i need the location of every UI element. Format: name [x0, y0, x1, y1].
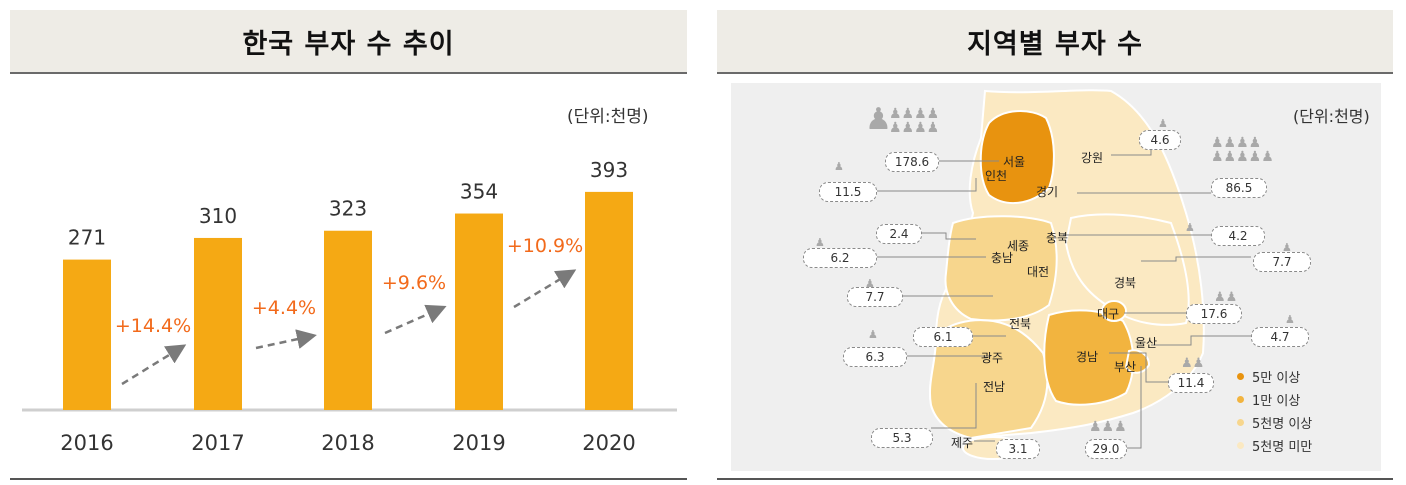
value-callout-sejong: 2.4: [876, 224, 922, 244]
person-icon-gyeongbuk: ♟: [1282, 241, 1292, 254]
value-callout-seoul: 178.6: [885, 152, 939, 172]
growth-rate-label: +14.4%: [115, 315, 191, 337]
region-daegu: [1101, 300, 1127, 322]
value-callout-jeonnam: 5.3: [871, 428, 933, 448]
region-label-chungnam: 충남: [991, 251, 1014, 265]
region-label-gangwon: 강원: [1081, 151, 1104, 165]
value-callout-gyeonggi: 86.5: [1211, 178, 1267, 198]
x-tick-label: 2017: [191, 431, 244, 455]
value-callout-jeju: 3.1: [996, 439, 1040, 459]
left-panel: 한국 부자 수 추이 (단위:천명) 271 2016 310 2017 323 2018…: [10, 10, 687, 480]
growth-rate-label: +9.6%: [382, 272, 446, 294]
people-icon-group-gyeonggi: ♟♟♟♟ ♟♟♟♟♟: [1211, 135, 1274, 165]
x-tick-label: 2020: [582, 431, 635, 455]
person-icon-incheon: ♟: [834, 160, 844, 173]
bar: [455, 213, 503, 410]
bar-value-label: 323: [329, 197, 367, 221]
region-label-gyeongnam: 경남: [1076, 350, 1099, 364]
region-chungnam: [944, 215, 1058, 322]
value-callout-ulsan: 4.7: [1251, 327, 1309, 347]
left-panel-title: 한국 부자 수 추이: [10, 10, 687, 74]
right-panel-title: 지역별 부자 수: [717, 10, 1393, 74]
people-icon-gyeongnam: ♟♟: [1181, 356, 1205, 371]
right-panel: 지역별 부자 수: [717, 10, 1393, 480]
legend-swatch: [1237, 373, 1244, 380]
legend-swatch: [1237, 442, 1244, 449]
left-unit-label: (단위:천명): [567, 107, 649, 127]
person-icon-ulsan: ♟: [1285, 313, 1295, 326]
growth-rate-label: +4.4%: [252, 297, 316, 319]
region-label-jeonbuk: 전북: [1009, 317, 1032, 331]
legend-item-5k: 5천명 이상: [1237, 413, 1312, 432]
legend-label: 5만 이상: [1252, 371, 1301, 386]
region-label-busan: 부산: [1114, 360, 1137, 374]
person-icon-chungbuk: ♟: [1185, 221, 1195, 234]
legend-swatch: [1237, 396, 1244, 403]
region-label-sejong: 세종: [1007, 239, 1030, 253]
value-callout-gyeongbuk: 7.7: [1253, 252, 1311, 272]
person-icon-chungnam: ♟: [815, 236, 825, 249]
region-busan: [1124, 349, 1151, 374]
region-label-daegu: 대구: [1097, 307, 1120, 321]
korea-map-graphic: [876, 89, 1251, 460]
bar: [194, 237, 242, 410]
right-bottom-rule: [717, 478, 1393, 480]
bar: [585, 191, 633, 410]
region-label-ulsan: 울산: [1135, 336, 1158, 350]
legend-label: 5천명 미만: [1252, 440, 1313, 455]
growth-arrow: [255, 329, 317, 350]
region-label-incheon: 인천: [985, 169, 1008, 183]
left-bottom-rule: [10, 478, 687, 480]
region-label-gyeonggi: 경기: [1036, 185, 1059, 199]
region-label-daejeon: 대전: [1027, 265, 1050, 279]
growth-arrow: [384, 304, 447, 335]
person-icon-gwangju: ♟: [868, 328, 878, 341]
value-callout-gangwon: 4.6: [1139, 130, 1181, 150]
growth-arrow: [513, 269, 577, 309]
value-callout-chungnam: 6.2: [803, 248, 877, 268]
bar-value-label: 271: [68, 226, 106, 250]
growth-rate-label: +10.9%: [507, 235, 583, 257]
people-icon-daegu: ♟♟: [1214, 290, 1238, 305]
region-label-chungbuk: 충북: [1046, 231, 1069, 245]
person-icon-large: ♟: [865, 102, 892, 137]
value-callout-daejeon: 7.7: [847, 287, 903, 307]
region-label-jeju: 제주: [951, 436, 974, 450]
x-tick-label: 2019: [452, 431, 505, 455]
x-tick-label: 2018: [321, 431, 374, 455]
value-callout-jeonbuk: 6.1: [913, 327, 973, 347]
legend-item-under-5k: 5천명 미만: [1237, 436, 1312, 455]
person-icon-daejeon: ♟: [865, 277, 875, 290]
value-callout-incheon: 11.5: [819, 182, 877, 202]
right-unit-label: (단위:천명): [1293, 107, 1370, 126]
growth-arrow: [121, 344, 187, 386]
bar-value-label: 310: [199, 204, 237, 228]
value-callout-busan: 29.0: [1085, 439, 1127, 459]
legend-item-10k: 1만 이상: [1237, 390, 1300, 409]
x-tick-label: 2016: [60, 431, 113, 455]
region-label-seoul: 서울: [1003, 155, 1026, 169]
bar: [324, 230, 372, 410]
value-callout-daegu: 17.6: [1186, 304, 1242, 324]
legend-label: 5천명 이상: [1252, 417, 1313, 432]
person-icon-gangwon: ♟: [1158, 117, 1168, 130]
region-label-gyeongbuk: 경북: [1114, 276, 1137, 290]
people-icon-busan: ♟♟♟: [1089, 419, 1127, 435]
region-map: (단위:천명) ♟ ♟♟♟♟ ♟♟♟♟ ♟ ♟ ♟♟♟♟ ♟♟♟♟♟ ♟ ♟ ♟ ♟…: [731, 83, 1381, 471]
region-gyeongbuk: [1064, 213, 1190, 326]
bar: [63, 259, 111, 410]
bar-value-label: 393: [590, 158, 628, 182]
region-label-gwangju: 광주: [981, 351, 1004, 365]
legend-label: 1만 이상: [1252, 394, 1301, 409]
region-gyeonggi: [979, 110, 1055, 205]
bar-chart: 271 2016 310 2017 323 2018 354 2019 393 2020 +14.4…: [22, 158, 677, 455]
value-callout-gwangju: 6.3: [843, 347, 907, 367]
legend-item-50k: 5만 이상: [1237, 367, 1300, 386]
value-callout-chungbuk: 4.2: [1211, 226, 1265, 246]
people-icon-group-seoul: ♟♟♟♟ ♟♟♟♟: [889, 106, 940, 136]
legend-swatch: [1237, 419, 1244, 426]
region-label-jeonnam: 전남: [983, 380, 1006, 394]
value-callout-gyeongnam: 11.4: [1168, 373, 1214, 393]
bar-value-label: 354: [460, 180, 498, 204]
